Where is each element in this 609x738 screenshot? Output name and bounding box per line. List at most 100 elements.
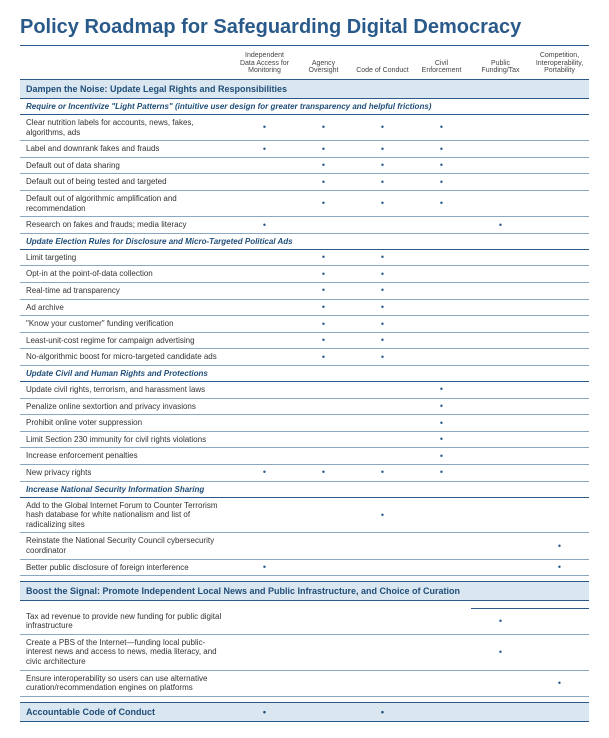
- matrix-dot: [471, 299, 530, 316]
- matrix-dot: [294, 398, 353, 415]
- table-row: Default out of being tested and targeted…: [20, 174, 589, 191]
- table-row: Better public disclosure of foreign inte…: [20, 559, 589, 576]
- matrix-dot: •: [353, 249, 412, 266]
- row-label: Default out of being tested and targeted: [20, 174, 235, 191]
- column-header: Public Funding/Tax: [471, 50, 530, 80]
- matrix-dot: [353, 533, 412, 559]
- roadmap-table: Independent Data Access for MonitoringAg…: [20, 50, 589, 722]
- matrix-dot: •: [353, 299, 412, 316]
- matrix-dot: [412, 533, 471, 559]
- subsection-header: Update Civil and Human Rights and Protec…: [20, 365, 589, 381]
- matrix-dot: [471, 283, 530, 300]
- matrix-dot: [471, 349, 530, 366]
- row-label: Limit Section 230 immunity for civil rig…: [20, 431, 235, 448]
- matrix-dot: [294, 559, 353, 576]
- matrix-dot: [530, 448, 589, 465]
- row-label: Update civil rights, terrorism, and hara…: [20, 381, 235, 398]
- column-header: Code of Conduct: [353, 50, 412, 80]
- matrix-dot: [412, 332, 471, 349]
- matrix-dot: [412, 349, 471, 366]
- row-label: "Know your customer" funding verificatio…: [20, 316, 235, 333]
- matrix-dot: [235, 398, 294, 415]
- matrix-dot: •: [353, 157, 412, 174]
- matrix-dot: [530, 283, 589, 300]
- matrix-dot: [471, 191, 530, 217]
- subsection-header: Require or Incentivize "Light Patterns" …: [20, 99, 589, 115]
- matrix-dot: [471, 141, 530, 158]
- matrix-dot: •: [294, 115, 353, 141]
- matrix-dot: [294, 448, 353, 465]
- matrix-dot: •: [294, 283, 353, 300]
- row-label: Limit targeting: [20, 249, 235, 266]
- table-row: Limit Section 230 immunity for civil rig…: [20, 431, 589, 448]
- matrix-dot: [530, 415, 589, 432]
- matrix-dot: •: [235, 115, 294, 141]
- matrix-dot: [530, 349, 589, 366]
- matrix-dot: •: [353, 464, 412, 481]
- matrix-dot: [353, 609, 412, 635]
- matrix-dot: [412, 497, 471, 533]
- matrix-dot: [471, 157, 530, 174]
- matrix-dot: •: [294, 299, 353, 316]
- matrix-dot: •: [412, 191, 471, 217]
- matrix-dot: [353, 670, 412, 696]
- matrix-dot: [412, 299, 471, 316]
- matrix-dot: [530, 266, 589, 283]
- matrix-dot: [294, 381, 353, 398]
- matrix-dot: •: [294, 349, 353, 366]
- matrix-dot: [353, 381, 412, 398]
- matrix-dot: •: [235, 559, 294, 576]
- matrix-dot: [471, 533, 530, 559]
- matrix-dot: •: [353, 174, 412, 191]
- matrix-dot: [471, 249, 530, 266]
- table-row: Tax ad revenue to provide new funding fo…: [20, 609, 589, 635]
- matrix-dot: •: [412, 141, 471, 158]
- subsection-title: Update Civil and Human Rights and Protec…: [20, 365, 589, 381]
- row-label: Least-unit-cost regime for campaign adve…: [20, 332, 235, 349]
- section-header: Dampen the Noise: Update Legal Rights an…: [20, 80, 589, 99]
- matrix-dot: [471, 464, 530, 481]
- matrix-dot: [235, 381, 294, 398]
- matrix-dot: •: [294, 141, 353, 158]
- page-title: Policy Roadmap for Safeguarding Digital …: [20, 16, 589, 39]
- table-row: Reinstate the National Security Council …: [20, 533, 589, 559]
- table-row: Label and downrank fakes and frauds••••: [20, 141, 589, 158]
- matrix-dot: [235, 415, 294, 432]
- matrix-dot: [353, 448, 412, 465]
- matrix-dot: [235, 609, 294, 635]
- matrix-dot: [471, 431, 530, 448]
- subsection-header: Increase National Security Information S…: [20, 481, 589, 497]
- matrix-dot: [235, 316, 294, 333]
- matrix-dot: •: [353, 115, 412, 141]
- matrix-dot: [294, 702, 353, 721]
- row-label: Better public disclosure of foreign inte…: [20, 559, 235, 576]
- matrix-dot: [471, 702, 530, 721]
- matrix-dot: •: [412, 381, 471, 398]
- matrix-dot: •: [412, 431, 471, 448]
- row-label: Ensure interoperability so users can use…: [20, 670, 235, 696]
- subsection-header: Update Election Rules for Disclosure and…: [20, 233, 589, 249]
- row-label: Opt-in at the point-of-data collection: [20, 266, 235, 283]
- matrix-dot: •: [412, 115, 471, 141]
- subsection-title: Update Election Rules for Disclosure and…: [20, 233, 589, 249]
- matrix-dot: [235, 249, 294, 266]
- matrix-dot: [471, 670, 530, 696]
- row-label: Clear nutrition labels for accounts, new…: [20, 115, 235, 141]
- matrix-dot: •: [294, 464, 353, 481]
- matrix-dot: [235, 332, 294, 349]
- matrix-dot: [471, 415, 530, 432]
- row-label: Increase enforcement penalties: [20, 448, 235, 465]
- matrix-dot: •: [294, 316, 353, 333]
- matrix-dot: •: [471, 217, 530, 234]
- matrix-dot: •: [353, 332, 412, 349]
- matrix-dot: [530, 316, 589, 333]
- column-header: Independent Data Access for Monitoring: [235, 50, 294, 80]
- matrix-dot: [530, 497, 589, 533]
- row-label: Add to the Global Internet Forum to Coun…: [20, 497, 235, 533]
- table-row: Create a PBS of the Internet—funding loc…: [20, 634, 589, 670]
- row-label: No-algorithmic boost for micro-targeted …: [20, 349, 235, 366]
- row-label: Reinstate the National Security Council …: [20, 533, 235, 559]
- row-label: Tax ad revenue to provide new funding fo…: [20, 609, 235, 635]
- matrix-dot: [530, 141, 589, 158]
- table-row: Ensure interoperability so users can use…: [20, 670, 589, 696]
